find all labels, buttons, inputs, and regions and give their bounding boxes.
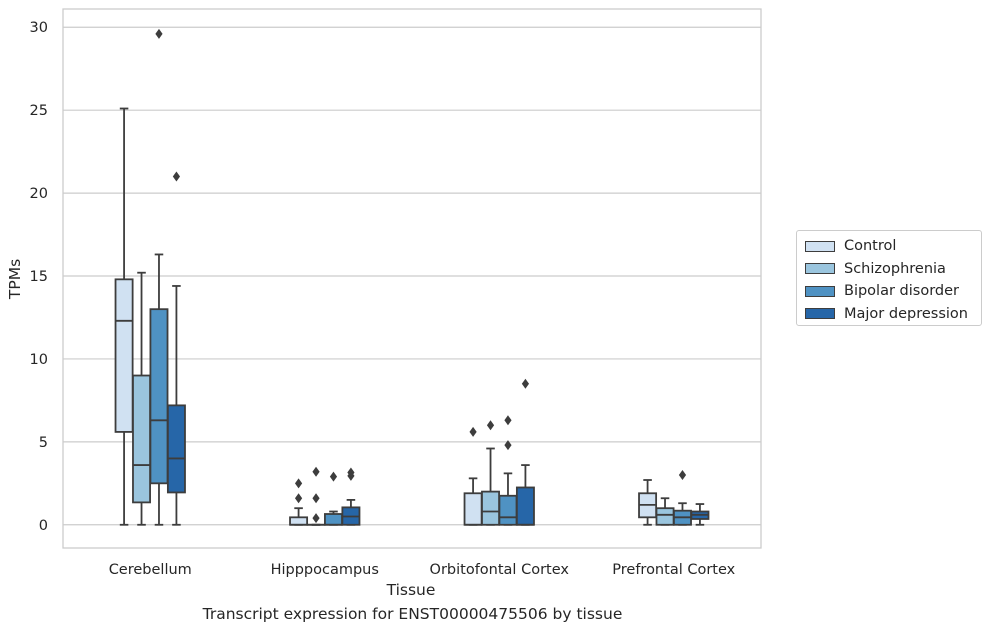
legend-swatch-control [805,240,835,252]
outlier-hipppocampus-control-1 [294,478,303,489]
box-cerebellum-major-depression [166,404,186,494]
box-group-prefrontal-cortex-bipolar-disorder [673,470,692,526]
box-cerebellum-schizophrenia [132,374,151,504]
x-tick-labels: Cerebellum Hipppocampus Orbitofontal Corte… [109,562,736,578]
box-orbitofontal-cortex-bipolar-disorder [498,494,518,526]
box-group-orbitofontal-cortex-major-depression [515,378,535,526]
y-tick-label-5: 5 [39,435,48,451]
legend-label-major-depression: Major depression [844,305,968,322]
x-tick-label-cerebellum: Cerebellum [109,562,192,578]
outlier-hipppocampus-major-depression-1 [347,467,355,478]
outlier-cerebellum-bipolar-disorder-0 [155,28,163,39]
box-group-prefrontal-cortex-schizophrenia [655,497,675,526]
legend-label-bipolar-disorder: Bipolar disorder [844,283,959,300]
box-group-orbitofontal-cortex-schizophrenia [481,420,500,526]
y-tick-label-10: 10 [30,352,48,368]
box-group-hipppocampus-major-depression [341,467,361,526]
y-tick-label-15: 15 [30,269,48,285]
legend-swatch-schizophrenia [805,263,835,275]
legend-item-schizophrenia: Schizophrenia [805,258,981,281]
box-group-cerebellum-schizophrenia [132,271,151,526]
box-group-cerebellum-bipolar-disorder [149,28,169,526]
legend-swatch-bipolar-disorder [805,285,835,297]
box-group-cerebellum-major-depression [166,171,186,526]
outlier-hipppocampus-bipolar-disorder-0 [329,471,338,482]
y-tick-label-0: 0 [39,518,48,534]
x-tick-label-prefrontal-cortex: Prefrontal Cortex [612,562,735,578]
outlier-orbitofontal-cortex-bipolar-disorder-1 [504,415,512,426]
x-tick-label-orbitofontal-cortex: Orbitofontal Cortex [430,562,570,578]
box-cerebellum-control [114,278,134,433]
outlier-orbitofontal-cortex-bipolar-disorder-0 [504,440,512,451]
legend-item-control: Control [805,235,981,258]
box-group-hipppocampus-control [289,478,309,526]
outlier-hipppocampus-schizophrenia-1 [312,493,320,504]
box-group-orbitofontal-cortex-control [463,426,483,526]
box-hipppocampus-bipolar-disorder [324,513,343,526]
outlier-orbitofontal-cortex-schizophrenia-0 [486,420,495,431]
legend: Control Schizophrenia Bipolar disorder M… [796,230,982,326]
box-prefrontal-cortex-schizophrenia [655,507,675,526]
box-group-cerebellum-control [114,107,134,526]
box-orbitofontal-cortex-major-depression [515,486,535,526]
box-group-prefrontal-cortex-major-depression [690,503,710,526]
box-cerebellum-bipolar-disorder [149,308,169,485]
outlier-hipppocampus-schizophrenia-0 [312,513,320,524]
x-tick-label-hipppocampus: Hipppocampus [271,562,379,578]
outlier-orbitofontal-cortex-major-depression-0 [521,378,530,389]
box-group-orbitofontal-cortex-bipolar-disorder [498,415,518,526]
legend-label-control: Control [844,238,897,255]
x-axis-label: Tissue [386,581,436,599]
box-group-prefrontal-cortex-control [638,479,658,526]
legend-item-major-depression: Major depression [805,303,981,326]
y-axis-label: TPMs [6,259,24,300]
box-layer [114,28,710,526]
legend-swatch-major-depression [805,308,835,320]
legend-item-bipolar-disorder: Bipolar disorder [805,280,981,303]
outlier-prefrontal-cortex-bipolar-disorder-0 [678,470,687,481]
y-tick-labels: 0 5 10 15 20 25 30 [30,20,48,534]
outlier-cerebellum-major-depression-0 [172,171,181,182]
y-tick-label-30: 30 [30,20,48,36]
box-hipppocampus-control [289,516,309,526]
outlier-orbitofontal-cortex-control-0 [469,426,477,437]
legend-label-schizophrenia: Schizophrenia [844,260,946,277]
box-orbitofontal-cortex-schizophrenia [481,490,500,526]
y-tick-label-25: 25 [30,103,48,119]
chart-caption: Transcript expression for ENST0000047550… [202,605,623,623]
box-group-hipppocampus-schizophrenia [306,466,326,526]
outlier-hipppocampus-control-0 [294,493,303,504]
outlier-hipppocampus-schizophrenia-2 [312,466,320,477]
box-orbitofontal-cortex-control [463,492,483,526]
y-tick-label-20: 20 [30,186,48,202]
box-group-hipppocampus-bipolar-disorder [324,471,343,526]
plot-frame [62,8,762,549]
